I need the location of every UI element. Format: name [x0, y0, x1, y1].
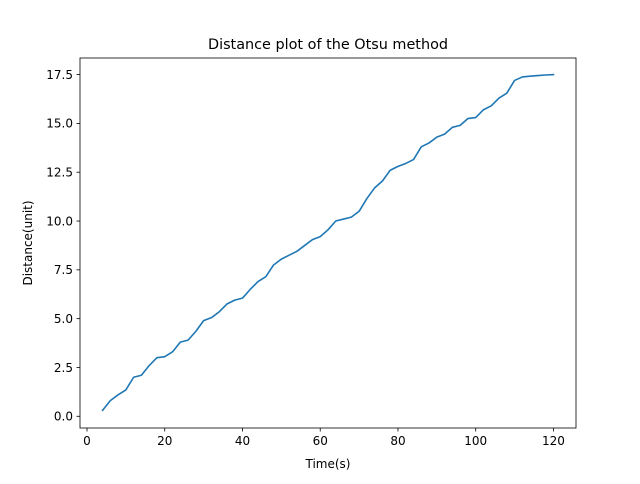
y-tick-label: 17.5	[46, 68, 73, 82]
y-axis: 0.0 2.5 5.0 7.5 10.0 12.5 15.0 17.5	[46, 68, 80, 424]
plot-frame	[79, 57, 577, 429]
series-layer	[101, 73, 555, 412]
y-tick-label: 0.0	[54, 410, 73, 424]
series-line	[101, 73, 555, 412]
x-tick-label: 80	[390, 434, 405, 448]
x-axis-label: Time(s)	[305, 457, 351, 471]
x-tick-label: 100	[464, 434, 487, 448]
x-tick-label: 120	[542, 434, 565, 448]
y-tick-label: 10.0	[46, 214, 73, 228]
x-tick-label: 20	[157, 434, 172, 448]
x-tick-label: 60	[313, 434, 328, 448]
x-tick-label: 0	[83, 434, 91, 448]
plot-area	[79, 57, 577, 429]
y-tick-label: 5.0	[54, 312, 73, 326]
y-tick-label: 7.5	[54, 263, 73, 277]
x-axis: 0 20 40 60 80 100 120	[83, 428, 565, 448]
y-tick-label: 15.0	[46, 117, 73, 131]
x-tick-label: 40	[235, 434, 250, 448]
chart-title: Distance plot of the Otsu method	[208, 37, 448, 53]
y-tick-label: 12.5	[46, 166, 73, 180]
y-tick-label: 2.5	[54, 361, 73, 375]
y-axis-label: Distance(unit)	[21, 200, 35, 285]
